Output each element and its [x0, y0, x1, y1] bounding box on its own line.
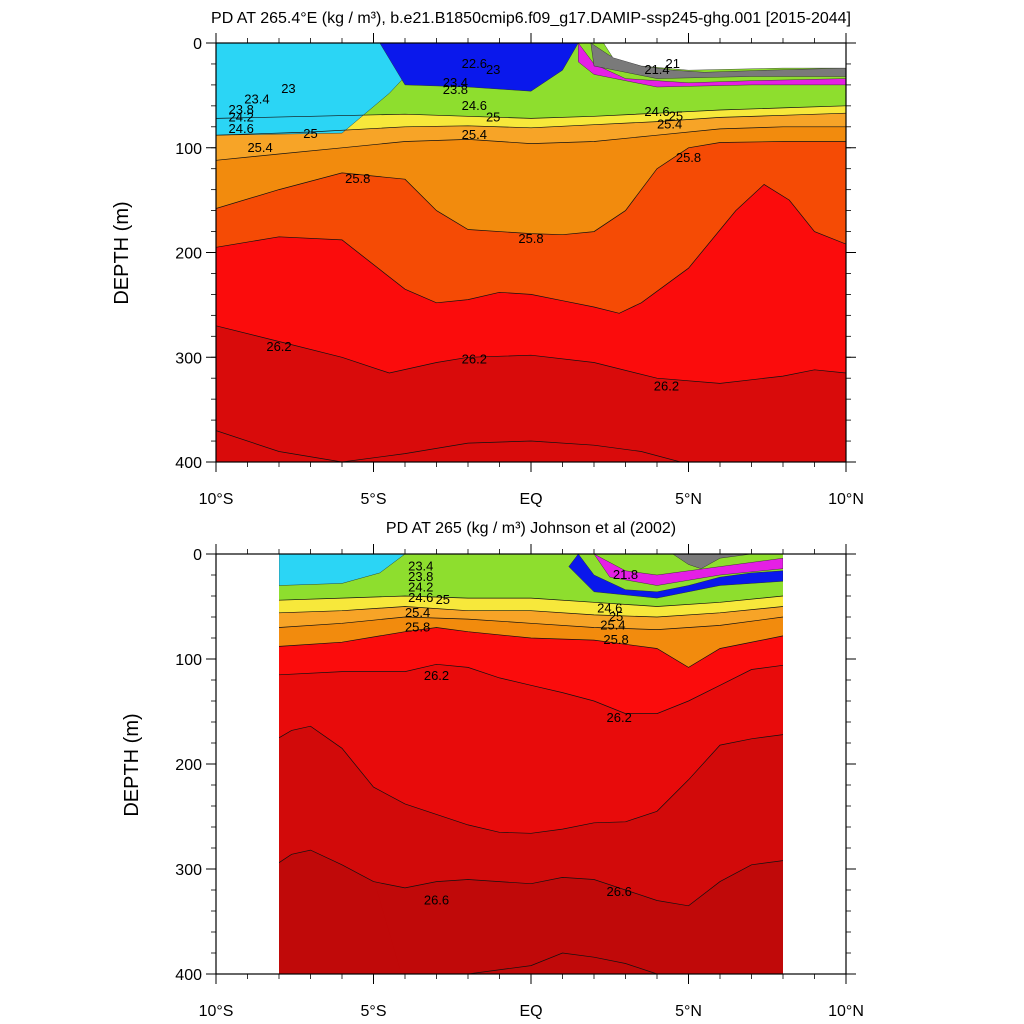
- contour-line-25.4: [279, 616, 783, 630]
- x-tick-label: 10°S: [199, 1003, 234, 1020]
- contour-label: 26.6: [424, 893, 449, 908]
- y-tick-label: 300: [175, 862, 202, 879]
- surface-overlay-0: [216, 43, 437, 136]
- x-tick-label: 10°N: [828, 491, 864, 508]
- contour-label: 25: [436, 592, 450, 607]
- x-tick-label: 5°N: [675, 1003, 702, 1020]
- contour-field: [279, 554, 783, 974]
- contour-label: 23.8: [408, 569, 433, 584]
- contour-label: 25.8: [603, 632, 628, 647]
- surface-overlay-2: [593, 554, 783, 586]
- surface-overlay-2: [578, 43, 846, 88]
- contour-label: 21.8: [613, 567, 638, 582]
- contour-label: 25.8: [676, 150, 701, 165]
- y-tick-label: 300: [175, 350, 202, 367]
- contour-label: 26.2: [266, 339, 291, 354]
- y-tick-label: 100: [175, 141, 202, 158]
- contour-label: 24.6: [408, 590, 433, 605]
- contour-label: 24.6: [462, 98, 487, 113]
- chart-title-top: PD AT 265.4°E (kg / m³), b.e21.B1850cmip…: [211, 10, 851, 27]
- contour-label: 25.8: [345, 171, 370, 186]
- surface-overlay-0: [279, 554, 406, 586]
- contour-label: 23.4: [443, 75, 468, 90]
- surface-overlay-4: [603, 43, 846, 71]
- contour-label: 25: [669, 108, 683, 123]
- y-tick-label: 0: [193, 36, 202, 53]
- contour-label: 23: [486, 62, 500, 77]
- x-tick-label: 10°N: [828, 1003, 864, 1020]
- contour-line-26.4: [216, 430, 682, 462]
- surface-overlay-3: [672, 554, 752, 569]
- x-tick-label: 10°S: [199, 491, 234, 508]
- contour-line-25.4: [216, 126, 846, 161]
- contour-label: 25.8: [405, 620, 430, 635]
- contour-label: 25.4: [657, 117, 682, 132]
- x-tick-label: EQ: [519, 491, 542, 508]
- contour-label: 24.6: [597, 601, 622, 616]
- chart-panel-bottom: PD AT 265 (kg / m³) Johnson et al (2002)…: [121, 520, 864, 1020]
- contour-line-26.6: [279, 849, 783, 907]
- contour-label: 25: [486, 109, 500, 124]
- contour-line-25.8: [279, 627, 783, 668]
- contour-line-24.6: [216, 105, 846, 119]
- contour-label: 23.4: [244, 92, 269, 107]
- contour-label: 23.8: [229, 102, 254, 117]
- contour-label: 25.8: [518, 231, 543, 246]
- contour-label: 25: [609, 609, 623, 624]
- x-tick-label: 5°S: [361, 491, 387, 508]
- x-tick-label: 5°S: [361, 1003, 387, 1020]
- contour-label: 26.2: [424, 668, 449, 683]
- contour-label: 23.8: [443, 82, 468, 97]
- contour-line-26.2: [279, 663, 783, 714]
- contour-label: 23: [281, 81, 295, 96]
- y-tick-label: 200: [175, 757, 202, 774]
- contour-label: 24.6: [229, 121, 254, 136]
- surface-overlay-1: [568, 554, 783, 599]
- contour-line-26: [216, 183, 846, 314]
- surface-overlay-1: [379, 43, 579, 92]
- y-tick-label: 0: [193, 547, 202, 564]
- contour-label: 23.4: [408, 559, 433, 574]
- contour-label: 26.2: [607, 710, 632, 725]
- chart-title-bottom: PD AT 265 (kg / m³) Johnson et al (2002): [386, 520, 676, 537]
- contour-label: 24.2: [229, 109, 254, 124]
- x-tick-label: EQ: [519, 1003, 542, 1020]
- y-tick-label: 200: [175, 246, 202, 263]
- y-tick-label: 100: [175, 652, 202, 669]
- contour-label: 22.6: [462, 56, 487, 71]
- contour-label: 24.6: [644, 104, 669, 119]
- contour-label: 21.4: [644, 62, 669, 77]
- y-axis-label-bottom: DEPTH (m): [121, 713, 143, 816]
- contour-line-25: [279, 606, 783, 618]
- x-tick-label: 5°N: [675, 491, 702, 508]
- contour-line-24.6: [279, 595, 783, 607]
- contour-line-26.2: [216, 325, 846, 384]
- contour-line-25.8: [216, 141, 846, 236]
- contour-field: [216, 43, 846, 462]
- contour-label: 26.6: [607, 884, 632, 899]
- contour-label: 25: [303, 126, 317, 141]
- chart-panel-top: PD AT 265.4°E (kg / m³), b.e21.B1850cmip…: [111, 10, 864, 508]
- contour-label: 25.4: [247, 140, 272, 155]
- contour-label: 25.4: [600, 617, 625, 632]
- y-tick-label: 400: [175, 455, 202, 472]
- contour-label: 26.2: [462, 351, 487, 366]
- contour-label: 21: [666, 56, 680, 71]
- contour-line-25: [216, 112, 846, 136]
- contour-label: 25.4: [462, 127, 487, 142]
- contour-line-26.8: [466, 952, 658, 974]
- contour-label: 26.2: [654, 379, 679, 394]
- y-axis-label-top: DEPTH (m): [111, 201, 133, 304]
- contour-label: 24.2: [408, 580, 433, 595]
- contour-line-26.4: [279, 725, 783, 834]
- contour-label: 25.4: [405, 605, 430, 620]
- y-tick-label: 400: [175, 967, 202, 984]
